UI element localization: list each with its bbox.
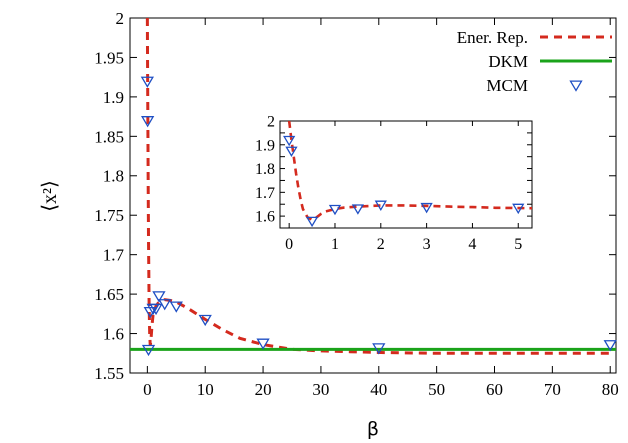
legend-label: MCM [486,76,528,95]
y-axis-label: ⟨x²⟩ [39,180,61,212]
main-mcm-point [158,299,172,311]
main-ytick-label: 1.55 [94,364,124,383]
x-axis-label: β [367,418,379,440]
main-xtick-label: 40 [370,380,387,399]
main-xtick-label: 0 [143,380,152,399]
inset-xtick-label: 3 [423,236,431,253]
main-xtick-label: 60 [486,380,503,399]
inset-mcm-point [283,135,296,147]
main-xtick-label: 30 [312,380,329,399]
inset-xtick-label: 0 [285,236,293,253]
main-frame [129,17,617,374]
main-ytick-label: 1.85 [94,127,124,146]
inset-ytick-label: 2 [267,114,275,131]
inset-ytick-label: 1.8 [255,161,275,178]
main-mcm-point [256,338,270,350]
inset-series-group [287,121,532,222]
main-xtick-label: 80 [602,380,619,399]
main-mcm-point [141,116,155,128]
inset-mcm-point [328,204,342,216]
main-mcm-point [198,314,212,327]
inset-frame [279,120,533,229]
main-ytick-label: 1.65 [94,285,124,304]
inset-xtick-label: 2 [377,236,385,253]
main-xtick-label: 20 [255,380,272,399]
main-ytick-label: 1.7 [103,246,125,265]
main-mcm-point [169,301,183,313]
legend: Ener. Rep. DKM MCM [457,28,612,95]
inset-mcm-point [374,200,387,211]
main-plot: 0 10 20 30 40 50 60 70 801.551.61.651.71.751.81.… [94,9,618,399]
inset-xtick-label: 4 [468,236,476,253]
main-xtick-label: 70 [544,380,561,399]
inset-xtick-label: 1 [331,236,339,253]
main-mcm-point [603,340,617,352]
inset-mcm-point [351,204,365,215]
main-mcm-point [140,76,154,88]
inset-ytick-label: 1.7 [255,185,275,202]
legend-swatch-mcm [569,80,583,92]
inset-ytick-label: 1.9 [255,137,275,154]
main-ytick-label: 2 [116,9,125,28]
main-ytick-label: 1.8 [103,167,124,186]
legend-label: DKM [488,52,528,71]
inset-mcm-point [285,146,298,158]
main-xtick-label: 10 [197,380,214,399]
main-mcm-point [372,343,386,355]
main-ytick-label: 1.95 [94,48,124,67]
legend-label: Ener. Rep. [457,28,528,47]
inset-series-ener-rep [287,121,532,222]
main-ytick-label: 1.9 [103,88,124,107]
inset-mcm-point [305,216,319,228]
main-ytick-label: 1.6 [103,325,124,344]
inset-mcm-point [512,203,525,215]
main-ytick-label: 1.75 [94,206,124,225]
main-mcm-point [141,344,156,357]
inset-ytick-label: 1.6 [255,209,275,226]
main-xtick-label: 50 [428,380,445,399]
main-mcm-point [152,291,166,303]
main-mcm-point [149,303,163,316]
inset-plot: 0 1 2 3 4 5 1.6 1.7 1.8 1.9 2 [255,114,533,253]
inset-xtick-label: 5 [514,236,522,253]
inset-mcm-point [420,202,433,214]
